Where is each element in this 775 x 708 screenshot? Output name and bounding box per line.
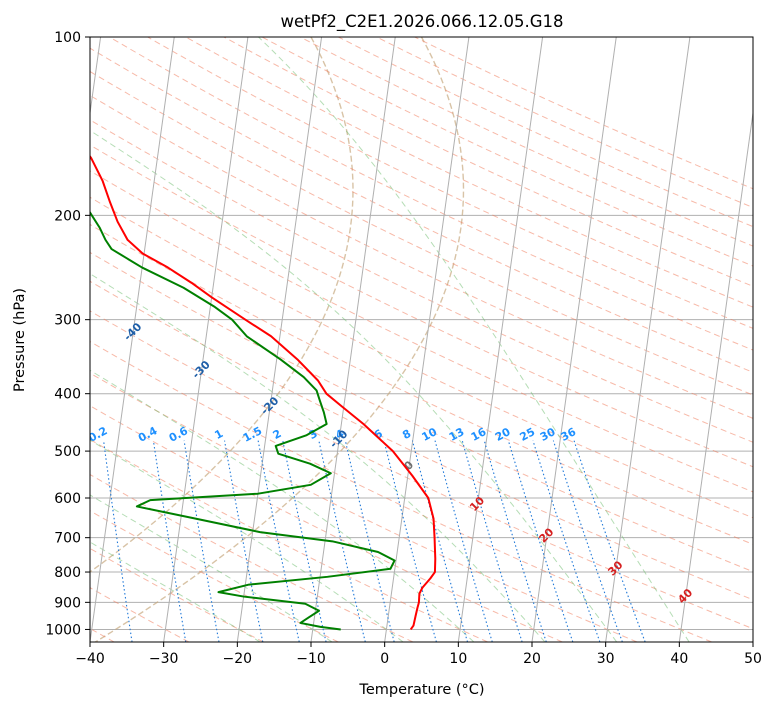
y-tick-label: 600 (54, 491, 81, 507)
x-tick-label: 20 (523, 651, 541, 667)
mixing-ratio-label: 13 (447, 425, 467, 444)
moist-adiabat (90, 439, 404, 642)
mixing-ratio-label: 16 (469, 425, 489, 444)
dry-adiabat (90, 119, 753, 443)
dry-adiabat (261, 37, 753, 267)
decorative-curve (90, 37, 354, 573)
y-tick-label: 900 (54, 595, 81, 611)
mixing-ratio-label: 10 (420, 425, 440, 444)
dry-adiabat (147, 37, 753, 329)
isotherm (163, 37, 249, 642)
mixing-ratio-lines (103, 440, 646, 642)
x-tick-label: −20 (223, 651, 253, 667)
isotherm (457, 37, 544, 642)
mixing-ratio-line (573, 440, 646, 642)
mixing-ratio-line (183, 440, 220, 642)
dry-adiabat (90, 473, 414, 642)
dry-adiabat (109, 37, 753, 351)
mixing-ratio-line (257, 440, 300, 642)
mixing-ratio-line (223, 440, 264, 642)
x-axis-label: Temperature (°C) (358, 682, 484, 698)
x-tick-label: −10 (296, 651, 326, 667)
mixing-ratio-line (383, 440, 437, 642)
isotherm (605, 37, 691, 642)
dry-adiabat (90, 251, 753, 573)
isotherm (236, 37, 323, 642)
dry-adiabat (90, 47, 753, 373)
y-tick-label: 700 (54, 531, 81, 547)
mixing-ratio-line (103, 440, 133, 642)
x-tick-label: −30 (149, 651, 179, 667)
y-tick-label: 100 (54, 30, 81, 46)
dry-adiabat (223, 37, 753, 287)
mixing-ratio-line (318, 440, 366, 642)
dry-adiabat (90, 340, 712, 642)
x-tick-label: 40 (670, 651, 688, 667)
x-tick-label: 0 (380, 651, 389, 667)
moist-adiabat (90, 369, 475, 642)
y-tick-label: 800 (54, 565, 81, 581)
dry-adiabat (90, 144, 753, 468)
x-axis: −40 −30 −20 −10 0 10 20 30 40 50 (75, 642, 762, 667)
mixing-ratio-line (552, 440, 623, 642)
chart-title: wetPf2_C2E1.2026.066.12.05.G18 (280, 12, 563, 32)
plot-frame (89, 36, 754, 643)
mixing-ratio-line (411, 440, 469, 642)
dewpoint-line (90, 210, 396, 631)
mixing-ratio-label: 30 (538, 425, 558, 444)
moist-adiabat (90, 541, 261, 642)
mixing-ratio-line (152, 440, 187, 642)
dry-adiabat (300, 37, 753, 247)
isotherm (531, 37, 617, 642)
sounding-profiles (90, 154, 437, 631)
decorative-curve (95, 37, 465, 642)
y-tick-label: 400 (54, 387, 81, 403)
dry-adiabat (90, 170, 753, 493)
temperature-line (90, 154, 437, 631)
isotherm (384, 37, 470, 642)
mixing-ratio-line (282, 440, 327, 642)
y-tick-label: 300 (54, 313, 81, 329)
mixing-ratio-label: 25 (518, 425, 538, 444)
dry-adiabat (90, 405, 563, 642)
y-tick-label: 200 (54, 208, 81, 224)
mixing-ratio-line (461, 440, 523, 642)
dry-adiabat (90, 310, 753, 630)
mixing-ratio-line (434, 440, 493, 642)
dry-adiabat (90, 70, 753, 396)
isotherm (678, 109, 753, 642)
y-axis-label: Pressure (hPa) (12, 288, 28, 392)
isotherms (90, 37, 753, 642)
moist-adiabat (258, 37, 690, 642)
dry-adiabat (376, 37, 753, 209)
moist-adiabat (90, 273, 546, 642)
decorative-curves (90, 37, 465, 642)
dry-adiabat (90, 438, 488, 642)
y-tick-label: 500 (54, 444, 81, 460)
x-tick-label: 50 (744, 651, 762, 667)
dry-adiabat (90, 94, 753, 419)
y-axis: 1000 900 800 700 600 500 400 300 200 100 (45, 30, 90, 638)
x-tick-label: −40 (75, 651, 105, 667)
mixing-ratio-label: 36 (559, 425, 579, 444)
mixing-ratio-line (344, 440, 395, 642)
dry-adiabat (414, 37, 753, 190)
y-tick-label: 1000 (45, 622, 81, 638)
mixing-ratio-label: 20 (493, 425, 513, 444)
isotherm (90, 37, 175, 642)
dry-adiabat (90, 280, 753, 601)
dry-adiabat (185, 37, 753, 308)
x-tick-label: 10 (449, 651, 467, 667)
x-tick-label: 30 (597, 651, 615, 667)
dry-adiabat (90, 223, 753, 545)
dry-adiabat (338, 37, 753, 228)
